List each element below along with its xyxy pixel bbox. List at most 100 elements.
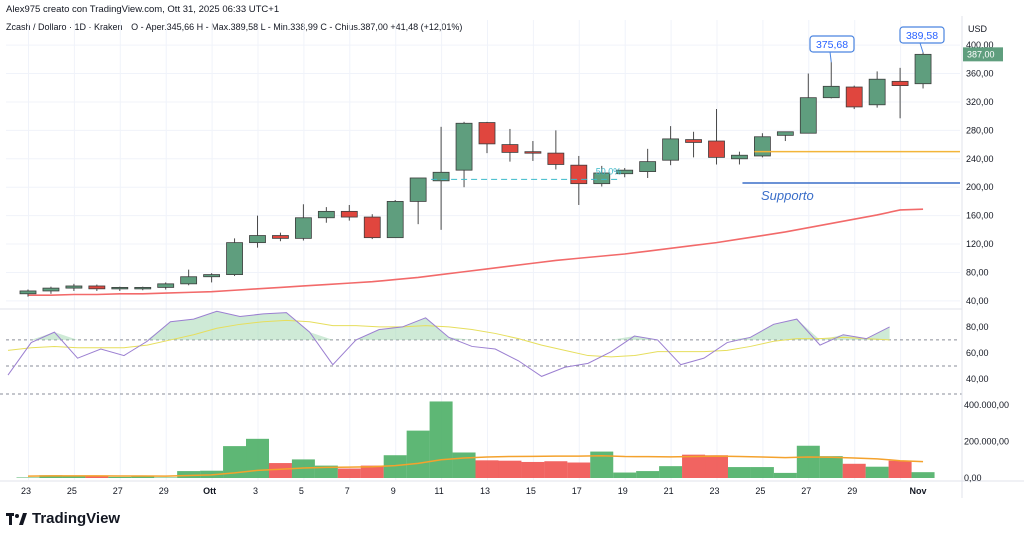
candle: [157, 282, 175, 290]
candle-body: [524, 151, 542, 154]
candle-body: [249, 235, 266, 244]
candle: [478, 121, 496, 154]
price-tick-label: 200,00: [966, 182, 994, 192]
callout-389-text: 389,58: [906, 30, 938, 42]
time-tick-label: 5: [299, 486, 304, 496]
volume-bar: [62, 475, 86, 478]
time-tick-label: 21: [664, 486, 674, 496]
callout-375-text: 375,68: [816, 39, 848, 51]
candle-body: [134, 286, 152, 290]
candle-body: [226, 242, 243, 276]
volume-panel: [16, 401, 935, 478]
time-tick-label: 29: [159, 486, 169, 496]
tradingview-logo[interactable]: TradingView: [6, 510, 120, 527]
callout-375-box: [809, 35, 855, 53]
chart-caption: Alex975 creato con TradingView.com, Ott …: [6, 4, 280, 15]
time-tick-label: 19: [618, 486, 628, 496]
rsi-tick-label: 40,00: [966, 374, 989, 384]
volume-bar: [659, 466, 683, 478]
volume-bar: [452, 452, 476, 478]
volume-bar: [246, 438, 269, 478]
volume-bar: [429, 401, 453, 478]
callout-375-pointer: [829, 51, 832, 63]
fib-label: 50,0%: [596, 166, 622, 176]
candle: [294, 204, 312, 241]
time-tick-label: 13: [480, 486, 490, 496]
rsi-line: [7, 310, 890, 377]
candle-body: [42, 287, 60, 292]
price-tick-label: 120,00: [966, 239, 994, 249]
candle: [845, 85, 863, 110]
candle-body: [88, 285, 106, 290]
candle-body: [317, 210, 335, 219]
volume-bar: [383, 455, 407, 478]
candle-body: [340, 210, 358, 218]
candle: [134, 286, 152, 291]
price-axis[interactable]: USD 40,00 80,00 120,00 160,00 200,00 240,00 280…: [963, 24, 1009, 483]
callout-389: 389,58: [899, 26, 945, 53]
volume-bar: [682, 454, 706, 478]
candle: [731, 151, 748, 165]
candle-body: [501, 144, 519, 153]
volume-bar: [131, 476, 155, 478]
last-price-text: 387,00: [967, 49, 995, 59]
volume-bar: [705, 455, 728, 478]
volume-bar: [314, 465, 338, 478]
volume-bar: [475, 460, 499, 478]
callout-389-box: [899, 26, 945, 44]
candle-body: [272, 235, 289, 239]
volume-bar: [842, 463, 866, 478]
candle-body: [639, 161, 657, 172]
time-tick-label: Ott: [203, 486, 216, 496]
moving-average-line: [28, 208, 924, 297]
candle-body: [157, 283, 175, 288]
candle-body: [363, 216, 381, 239]
candle-body: [891, 80, 909, 87]
candle: [226, 238, 243, 277]
candle-body: [386, 201, 404, 239]
candle: [455, 121, 473, 188]
candle: [340, 204, 358, 221]
volume-bar: [796, 445, 820, 478]
candle-body: [593, 172, 611, 185]
volume-bar: [613, 472, 637, 478]
candle-body: [868, 78, 886, 106]
candle: [19, 289, 37, 297]
time-tick-label: 23: [709, 486, 719, 496]
candle: [65, 283, 83, 291]
candle: [249, 215, 266, 248]
volume-bar: [636, 471, 660, 478]
candle: [547, 130, 565, 170]
rsi-panel: [7, 310, 890, 377]
volume-bar: [360, 465, 384, 478]
candle: [891, 67, 909, 119]
tradingview-logo-text: TradingView: [32, 510, 121, 527]
volume-bar: [498, 460, 522, 478]
time-tick-label: 23: [21, 486, 31, 496]
candle: [180, 269, 198, 286]
volume-bar: [85, 476, 109, 478]
candle: [914, 52, 932, 89]
callout-389-pointer: [919, 42, 924, 53]
candle: [708, 109, 725, 165]
ohlc-values: O - Aper.345,66 H - Max.389,58 L - Min.3…: [131, 22, 463, 32]
volume-bar: [16, 477, 40, 478]
ma-line: [28, 208, 924, 297]
volume-bar: [590, 451, 614, 478]
price-tick-label: 360,00: [966, 69, 994, 79]
price-tick-label: 80,00: [966, 267, 989, 277]
price-tick-label: 400,00: [966, 40, 994, 50]
time-axis[interactable]: 23 25 27 29 Ott 3 5 7 9 11 13 15 17 19 21 23 25 27 29 Nov: [21, 486, 927, 496]
volume-tick-label: 200.000,00: [964, 437, 1009, 447]
candle: [639, 148, 657, 178]
time-tick-label: 11: [434, 486, 443, 496]
time-tick-label: 27: [113, 486, 123, 496]
candle: [317, 207, 335, 223]
volume-bar: [819, 456, 843, 478]
symbol-name[interactable]: Zcash / Dollaro · 1D · Kraken: [6, 22, 123, 32]
candle-body: [845, 86, 863, 108]
candle-body: [111, 286, 129, 290]
candle: [593, 165, 611, 187]
candle: [272, 232, 289, 242]
